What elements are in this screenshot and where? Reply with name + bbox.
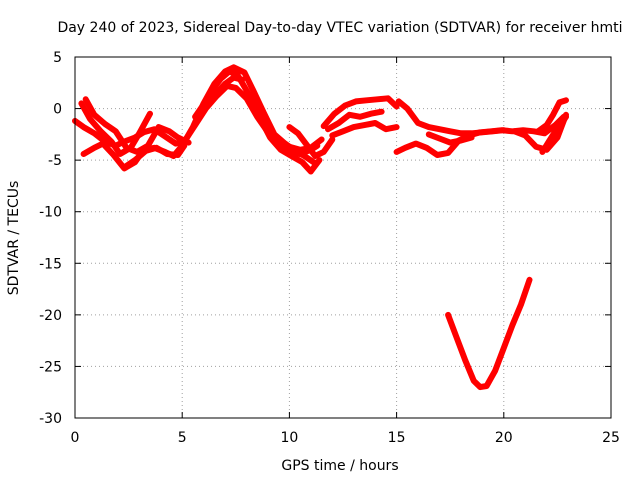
y-tick-label: -5 bbox=[48, 153, 62, 169]
data-series bbox=[72, 64, 569, 391]
series-line-arc-17 bbox=[535, 97, 569, 135]
y-tick-label: 0 bbox=[53, 102, 62, 118]
series-line-arc-10 bbox=[320, 95, 400, 130]
y-tick-label: 5 bbox=[53, 50, 62, 66]
plot-frame bbox=[74, 56, 612, 419]
y-tick-label: -20 bbox=[39, 308, 62, 324]
x-tick-label: 10 bbox=[280, 430, 298, 446]
x-axis-label: GPS time / hours bbox=[281, 458, 398, 474]
y-axis-label: SDTVAR / TECUs bbox=[6, 181, 22, 296]
series-line-arc-6 bbox=[192, 68, 323, 175]
y-tick-label: -10 bbox=[39, 205, 62, 221]
x-tick-label: 15 bbox=[388, 430, 406, 446]
series-line-arc-4 bbox=[82, 96, 192, 155]
y-tick-label: -30 bbox=[39, 411, 62, 427]
x-tick-label: 25 bbox=[602, 430, 620, 446]
y-tick-label: -15 bbox=[39, 256, 62, 272]
chart-title: Day 240 of 2023, Sidereal Day-to-day VTE… bbox=[57, 20, 622, 36]
series-line-arc-12 bbox=[329, 120, 400, 139]
series-line-arc-15 bbox=[425, 131, 475, 146]
series-line-arc-9 bbox=[286, 124, 336, 159]
x-tick-label: 20 bbox=[495, 430, 513, 446]
series-line-arc-5 bbox=[121, 142, 188, 171]
series-line-arc-11 bbox=[325, 108, 385, 133]
series-line-arc-3 bbox=[78, 100, 153, 157]
series-line-arc-18 bbox=[539, 113, 569, 155]
series-line-arc-7 bbox=[204, 74, 246, 106]
y-tick-label: -25 bbox=[39, 359, 62, 375]
x-tick-label: 5 bbox=[178, 430, 187, 446]
series-line-arc-19 bbox=[445, 276, 533, 391]
axis-ticks: 0 5 10 15 20 25 5 0 -5 -10 -15 -20 -25 -30 bbox=[39, 50, 620, 446]
x-tick-label: 0 bbox=[71, 430, 80, 446]
